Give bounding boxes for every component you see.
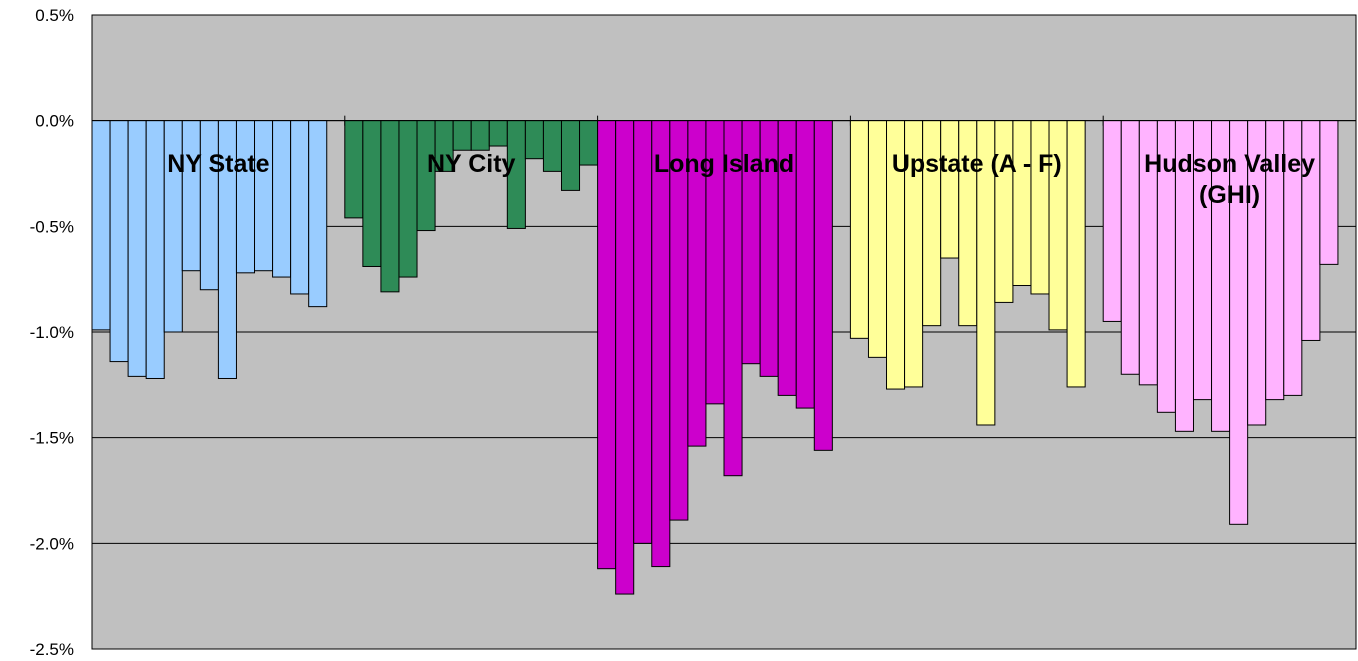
group-label: Hudson Valley (GHI) xyxy=(1144,150,1315,209)
y-tick-label: -1.0% xyxy=(30,323,74,342)
bar xyxy=(560,120,581,191)
bar xyxy=(181,120,201,272)
bar xyxy=(795,120,815,409)
bar xyxy=(940,120,960,259)
bar xyxy=(470,120,490,151)
y-tick-label: -2.0% xyxy=(30,534,74,553)
bar xyxy=(344,120,364,219)
bar xyxy=(651,120,671,568)
bar xyxy=(994,120,1014,303)
bar xyxy=(1102,120,1122,322)
bar xyxy=(1066,120,1086,388)
group-label: Long Island xyxy=(654,150,794,178)
bar xyxy=(145,120,165,379)
group-label: NY City xyxy=(427,150,516,178)
bar xyxy=(542,120,562,172)
y-tick-label: 0.0% xyxy=(35,112,74,131)
bar xyxy=(235,120,256,274)
group-label: NY State xyxy=(167,150,269,178)
bar xyxy=(290,120,310,295)
bar xyxy=(452,120,472,151)
bars xyxy=(91,120,1339,595)
bar xyxy=(254,120,274,272)
bar xyxy=(199,120,219,291)
bar xyxy=(109,120,129,363)
group-label-line: NY State xyxy=(167,150,269,178)
y-tick-label: -0.5% xyxy=(30,217,74,236)
bar xyxy=(398,120,418,278)
group-label-line: Long Island xyxy=(654,150,794,178)
group-label-line: Hudson Valley xyxy=(1144,150,1315,178)
bar xyxy=(91,120,111,331)
bar xyxy=(1120,120,1140,375)
group-labels: NY State NY City Long Island Upstate (A - F… xyxy=(167,150,1315,209)
y-tick-label: 0.5% xyxy=(35,6,74,25)
bar xyxy=(669,120,689,521)
bar xyxy=(506,120,526,229)
bar xyxy=(579,120,599,166)
bar xyxy=(524,120,544,160)
bar xyxy=(127,120,147,377)
bar xyxy=(867,120,888,358)
bar xyxy=(597,120,617,570)
bar xyxy=(615,120,635,595)
y-tick-label: -1.5% xyxy=(30,429,74,448)
bar xyxy=(1012,120,1032,287)
bar xyxy=(1319,120,1339,265)
bar xyxy=(1030,120,1050,295)
bar xyxy=(362,120,382,267)
y-axis-labels: 0.5% 0.0% -0.5% -1.0% -1.5% -2.0% -2.5% xyxy=(30,6,74,659)
bar xyxy=(272,120,292,278)
bar xyxy=(813,120,833,451)
bar xyxy=(488,120,508,147)
group-label: Upstate (A - F) xyxy=(892,150,1062,178)
bar xyxy=(416,120,436,232)
group-label-line: (GHI) xyxy=(1199,181,1260,209)
group-label-line: Upstate (A - F) xyxy=(892,150,1062,178)
group-label-line: NY City xyxy=(427,150,516,178)
y-tick-label: -2.5% xyxy=(30,640,74,659)
bar xyxy=(308,120,328,308)
bar xyxy=(380,120,400,293)
bar xyxy=(849,120,869,339)
bar xyxy=(633,120,653,544)
